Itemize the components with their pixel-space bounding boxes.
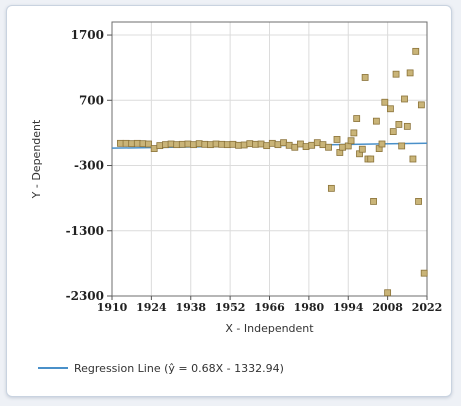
data-point — [195, 140, 203, 148]
data-point — [150, 145, 158, 152]
data-point — [291, 143, 299, 151]
x-tick-label: 1924 — [136, 301, 167, 314]
data-point — [392, 70, 400, 78]
data-point — [263, 142, 271, 150]
data-point — [167, 140, 175, 148]
data-point — [122, 139, 130, 147]
data-point — [395, 121, 403, 128]
chart-panel — [6, 5, 452, 397]
data-point — [145, 140, 152, 148]
data-point — [133, 139, 141, 147]
data-point — [139, 140, 147, 148]
y-ticks: 1700 700 -300 -1300 -2300 — [66, 28, 112, 303]
data-point — [401, 95, 408, 103]
x-tick-label: 1910 — [97, 301, 128, 314]
data-point — [358, 145, 366, 153]
grid-layer — [111, 22, 428, 297]
y-tick-label: -300 — [74, 159, 104, 173]
x-tick-label: 2022 — [412, 301, 443, 314]
data-point — [235, 141, 242, 149]
data-point — [212, 140, 220, 148]
data-point — [223, 141, 231, 149]
data-point — [412, 47, 420, 55]
data-point — [268, 139, 276, 147]
data-point — [246, 140, 254, 148]
data-point — [280, 139, 287, 147]
data-point — [207, 141, 214, 149]
y-tick-label: -2300 — [66, 289, 104, 303]
data-point — [327, 184, 335, 192]
data-point — [378, 140, 386, 148]
data-point — [190, 141, 197, 149]
data-point — [333, 136, 341, 143]
data-point — [384, 289, 392, 297]
data-point — [128, 140, 136, 148]
data-point — [257, 140, 265, 148]
data-point — [302, 143, 310, 151]
data-point — [274, 141, 282, 149]
data-point — [252, 140, 259, 148]
data-point — [347, 137, 355, 145]
data-point — [173, 141, 181, 149]
data-point — [308, 141, 316, 149]
x-tick-label: 1994 — [333, 301, 364, 314]
data-point — [229, 140, 237, 148]
x-ticks: 1910 1924 1938 1952 1966 1980 1994 2008 2022 — [97, 296, 443, 314]
x-tick-label: 1938 — [175, 301, 206, 314]
data-point — [398, 142, 406, 150]
data-point — [353, 115, 361, 122]
x-tick-label: 2008 — [372, 301, 403, 314]
data-point — [370, 198, 377, 205]
data-point — [218, 140, 226, 148]
y-axis-label: Y - Dependent — [30, 119, 43, 199]
data-point — [339, 143, 347, 151]
data-point — [156, 142, 164, 150]
data-points — [117, 47, 428, 297]
data-point — [406, 69, 414, 77]
data-point — [201, 140, 209, 148]
data-point — [381, 98, 389, 106]
y-tick-label: 700 — [79, 93, 104, 107]
data-point — [184, 140, 192, 148]
data-point — [162, 141, 169, 149]
data-point — [389, 128, 397, 136]
data-point — [325, 143, 332, 151]
data-point — [297, 140, 304, 148]
data-point — [285, 141, 293, 149]
data-point — [420, 269, 428, 277]
data-point — [409, 155, 417, 163]
data-point — [372, 117, 380, 125]
data-point — [367, 155, 375, 163]
data-point — [350, 129, 358, 137]
data-point — [417, 101, 425, 109]
data-point — [117, 139, 124, 147]
data-point — [415, 198, 422, 205]
data-point — [319, 141, 327, 149]
data-point — [178, 140, 186, 148]
x-tick-label: 1966 — [254, 301, 285, 314]
x-tick-label: 1980 — [294, 301, 325, 314]
data-point — [403, 122, 411, 130]
data-point — [387, 105, 394, 113]
data-point — [313, 139, 321, 147]
y-tick-label: -1300 — [66, 224, 104, 238]
legend-label: Regression Line (ŷ = 0.68X - 1332.94) — [74, 362, 284, 375]
x-axis-label: X - Independent — [225, 322, 314, 335]
data-point — [361, 74, 369, 81]
data-point — [240, 141, 248, 149]
x-tick-label: 1952 — [215, 301, 246, 314]
y-tick-label: 1700 — [71, 28, 104, 42]
